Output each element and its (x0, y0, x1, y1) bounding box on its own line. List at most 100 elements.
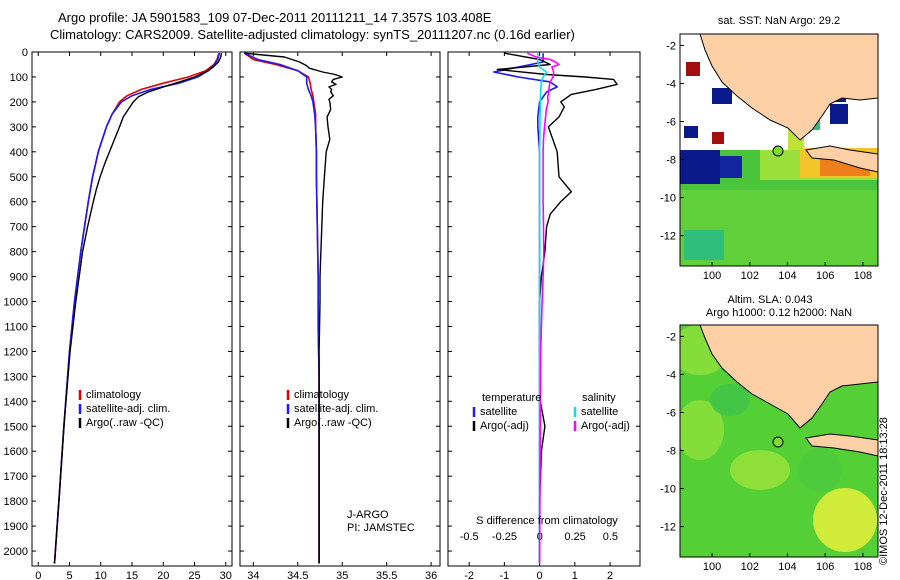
salinity-diff-tick-label: 0.25 (564, 531, 585, 543)
salinity-diff-tick-label: -0.25 (492, 531, 517, 543)
salinity-annotation-line2: PI: JAMSTEC (347, 522, 415, 534)
diff-legend-temperature-label: satellite (480, 406, 517, 418)
salinity-xtick-label: 34.5 (287, 570, 308, 580)
depth-tick-label: 900 (10, 272, 28, 284)
sla-blob-3 (730, 450, 790, 490)
depth-tick-label: 100 (10, 72, 28, 84)
sla-blob-6 (710, 384, 750, 416)
depth-tick-label: 1200 (4, 346, 28, 358)
depth-tick-label: 300 (10, 122, 28, 134)
diff-legend-salinity-label: Argo(-adj) (581, 420, 630, 432)
difference-series-s-argo-adj- (526, 52, 560, 564)
difference-xtick-label: 2 (607, 570, 613, 580)
sla-map-axes: 100 102 104 106 108 -2 -4 -6 -8 -10 -12 (660, 331, 872, 573)
temperature-legend-label: satellite-adj. clim. (86, 403, 170, 415)
sla-map-ytick-label: -6 (666, 407, 676, 419)
sst-mask-blue-5 (684, 126, 698, 138)
sla-argo-marker (772, 436, 784, 448)
depth-tick-label: 200 (10, 97, 28, 109)
salinity-legend-label: Argo(..raw -QC) (294, 417, 372, 429)
sst-map-axes: 100 102 104 106 108 -2 -4 -6 -8 -10 -12 (660, 40, 872, 282)
difference-xtick-label: 1 (572, 570, 578, 580)
sla-blob-2 (680, 400, 724, 460)
sst-java-land (805, 145, 878, 173)
salinity-legend-label: climatology (294, 389, 350, 401)
sla-map-ytick-label: -8 (666, 446, 676, 458)
depth-tick-label: 500 (10, 172, 28, 184)
sst-map-xtick-label: 102 (741, 270, 759, 282)
depth-tick-label: 600 (10, 197, 28, 209)
depth-tick-label: 1400 (4, 396, 28, 408)
salinity-xtick-label: 35.5 (376, 570, 397, 580)
sst-map-frame (679, 33, 879, 267)
sst-cloud-mask-2 (720, 156, 742, 178)
difference-xtick-label: -2 (464, 570, 474, 580)
depth-tick-label: 0 (22, 47, 28, 59)
salinity-panel: 3434.53535.536salinityclimatologysatelli… (239, 51, 441, 580)
salinity-plot-frame (239, 51, 441, 567)
temperature-plot-frame (31, 51, 233, 567)
depth-tick-label: 1300 (4, 371, 28, 383)
temperature-series-argo-raw-qc- (53, 53, 223, 564)
sla-java-land (805, 433, 878, 457)
sla-blob-5 (798, 448, 842, 492)
depth-tick-label: 1700 (4, 471, 28, 483)
temperature-xtick-label: 10 (95, 570, 107, 580)
difference-panel: -2-1012T difference from climatology-0.5… (447, 51, 641, 580)
temperature-legend-label: climatology (86, 389, 142, 401)
sst-map-xtick-label: 104 (778, 270, 796, 282)
sst-map-xtick-label: 108 (854, 270, 872, 282)
sst-mask-blue-4 (830, 104, 848, 124)
sla-map-frame (679, 324, 879, 558)
diff-legend-salinity-title: salinity (582, 392, 616, 404)
diff-legend-temperature-label: Argo(-adj) (480, 420, 529, 432)
sla-field (680, 325, 878, 552)
sst-mask-red-6 (712, 132, 724, 144)
difference-series-s-satellite (536, 53, 548, 564)
salinity-series-argo-raw-qc- (244, 52, 343, 564)
sst-map-title: sat. SST: NaN Argo: 29.2 (718, 15, 840, 27)
salinity-annotation-line1: J-ARGO (347, 509, 389, 521)
sla-map-ytick-label: -2 (666, 331, 676, 343)
sst-map-xtick-label: 106 (816, 270, 834, 282)
sla-blob-4 (813, 488, 877, 552)
depth-tick-label: 1100 (4, 321, 28, 333)
figure-title-line1: Argo profile: JA 5901583_109 07-Dec-2011… (58, 10, 492, 25)
depth-tick-label: 2000 (4, 546, 28, 558)
temperature-xtick-label: 20 (157, 570, 169, 580)
sla-map-ytick-label: -12 (660, 522, 676, 534)
depth-tick-label: 1500 (4, 421, 28, 433)
sst-map-ytick-label: -6 (666, 116, 676, 128)
sla-map-title-line1: Altim. SLA: 0.043 (728, 294, 813, 306)
sst-map-ytick-label: -10 (660, 193, 676, 205)
sst-mask-blue-3 (712, 88, 732, 104)
salinity-xtick-label: 34 (247, 570, 259, 580)
sst-mask-red-1 (686, 62, 700, 76)
sla-map-xtick-label: 100 (703, 561, 721, 573)
temperature-panel: 0100200300400500600700800900100011001200… (4, 47, 233, 580)
sst-cloud-mask-1 (680, 150, 720, 184)
temperature-xtick-label: 30 (220, 570, 232, 580)
sst-map-xtick-label: 100 (703, 270, 721, 282)
depth-tick-label: 1600 (4, 446, 28, 458)
sst-sumatra-land (680, 34, 878, 141)
salinity-diff-tick-label: -0.5 (460, 531, 479, 543)
salinity-diff-tick-label: 0.5 (603, 531, 618, 543)
sst-map-ytick-label: -4 (666, 78, 676, 90)
temperature-xtick-label: 25 (188, 570, 200, 580)
difference-top-xlabel: S difference from climatology (476, 515, 618, 527)
sla-map-xtick-label: 102 (741, 561, 759, 573)
sst-cool-patch (684, 230, 724, 260)
depth-tick-label: 700 (10, 222, 28, 234)
sst-map-ytick-label: -8 (666, 155, 676, 167)
difference-xtick-label: 0 (537, 570, 543, 580)
sla-map-ytick-label: -4 (666, 369, 676, 381)
sla-map-ytick-label: -10 (660, 484, 676, 496)
sst-map-ytick-label: -2 (666, 40, 676, 52)
temperature-xtick-label: 5 (66, 570, 72, 580)
sla-map-xtick-label: 108 (854, 561, 872, 573)
sla-map-xtick-label: 104 (778, 561, 796, 573)
figure-title-line2: Climatology: CARS2009. Satellite-adjuste… (50, 27, 575, 42)
sla-sumatra-land (690, 325, 878, 429)
